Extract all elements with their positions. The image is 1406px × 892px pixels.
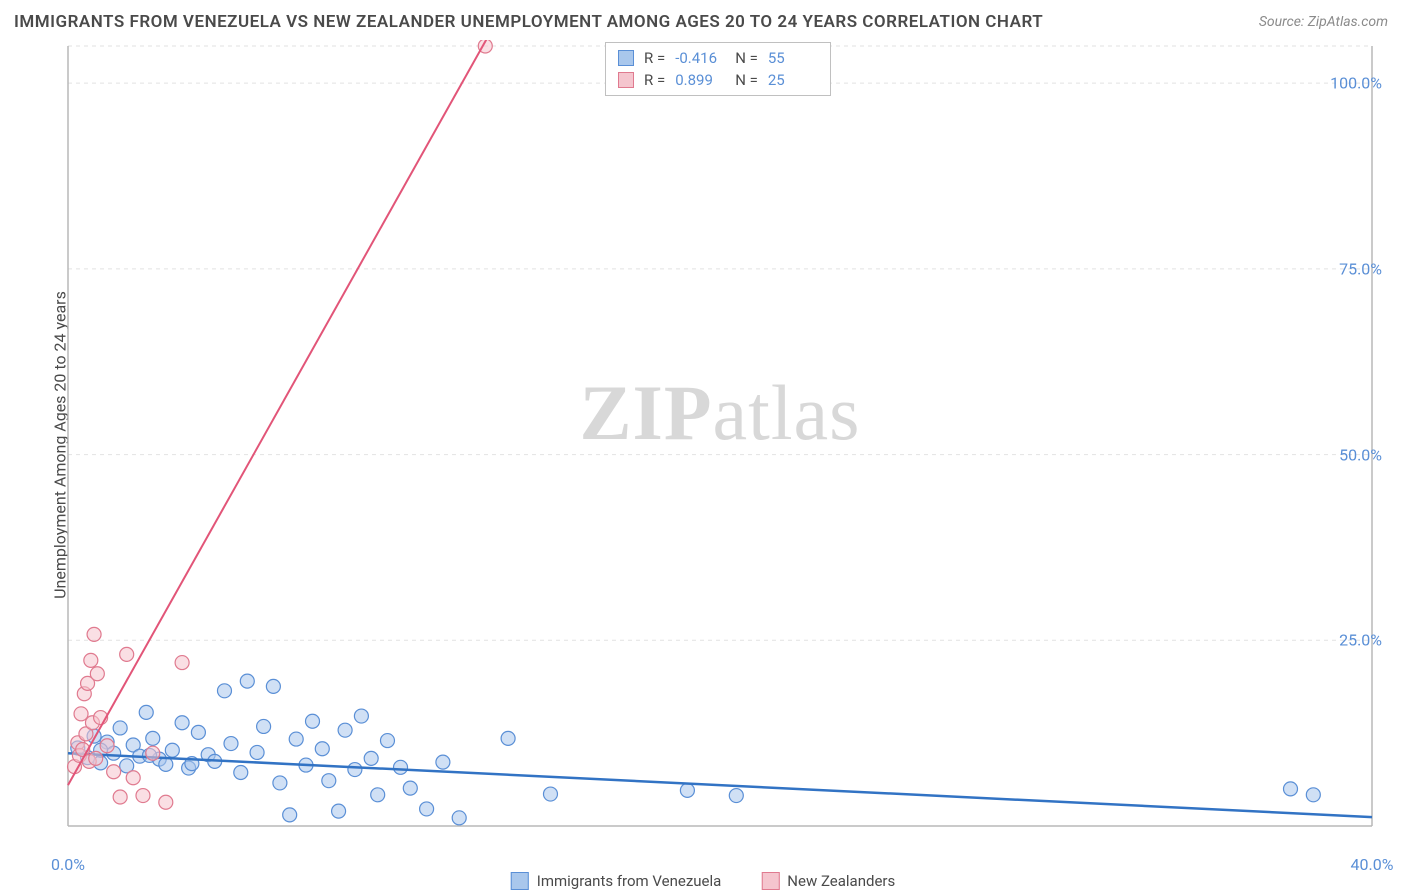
stats-n-value: 25 xyxy=(768,71,818,89)
data-point xyxy=(289,732,303,746)
data-point xyxy=(306,714,320,728)
legend-swatch xyxy=(511,872,529,890)
data-point xyxy=(283,808,297,822)
stats-row: R = 0.899 N = 25 xyxy=(606,69,830,91)
legend-item: New Zealanders xyxy=(761,872,895,890)
data-point xyxy=(234,766,248,780)
data-point xyxy=(394,760,408,774)
data-point xyxy=(165,743,179,757)
stats-n-label: N = xyxy=(735,71,758,89)
x-tick-label: 0.0% xyxy=(51,855,85,874)
data-point xyxy=(87,627,101,641)
data-point xyxy=(191,725,205,739)
data-point xyxy=(217,684,231,698)
legend-label: New Zealanders xyxy=(787,872,895,890)
data-point xyxy=(348,763,362,777)
data-point xyxy=(403,781,417,795)
data-point xyxy=(113,790,127,804)
data-point xyxy=(338,723,352,737)
series-swatch xyxy=(618,72,634,88)
data-point xyxy=(250,745,264,759)
stats-r-value: 0.899 xyxy=(675,71,725,89)
data-point xyxy=(90,667,104,681)
series-swatch xyxy=(618,50,634,66)
data-point xyxy=(139,705,153,719)
data-point xyxy=(501,731,515,745)
data-point xyxy=(380,734,394,748)
data-point xyxy=(332,804,346,818)
y-tick-label: 25.0% xyxy=(1339,631,1382,650)
data-point xyxy=(100,739,114,753)
legend-item: Immigrants from Venezuela xyxy=(511,872,722,890)
data-point xyxy=(436,755,450,769)
data-point xyxy=(452,811,466,825)
data-point xyxy=(354,709,368,723)
data-point xyxy=(84,653,98,667)
data-point xyxy=(89,751,103,765)
chart-title: IMMIGRANTS FROM VENEZUELA VS NEW ZEALAND… xyxy=(14,12,1043,32)
trend-line xyxy=(68,40,524,785)
legend-swatch xyxy=(761,872,779,890)
stats-legend-box: R = -0.416 N = 55 R = 0.899 N = 25 xyxy=(605,42,831,96)
data-point xyxy=(74,707,88,721)
data-point xyxy=(1306,788,1320,802)
data-point xyxy=(273,776,287,790)
data-point xyxy=(107,765,121,779)
data-point xyxy=(322,774,336,788)
x-tick-label: 40.0% xyxy=(1351,855,1394,874)
data-point xyxy=(120,647,134,661)
trend-line xyxy=(68,753,1372,817)
data-point xyxy=(113,721,127,735)
stats-r-label: R = xyxy=(644,71,665,89)
data-point xyxy=(146,746,160,760)
data-point xyxy=(543,787,557,801)
data-point xyxy=(729,789,743,803)
stats-n-value: 55 xyxy=(768,49,818,67)
stats-row: R = -0.416 N = 55 xyxy=(606,47,830,69)
data-point xyxy=(420,802,434,816)
data-point xyxy=(371,788,385,802)
data-point xyxy=(175,716,189,730)
chart-svg xyxy=(50,40,1390,850)
y-tick-label: 75.0% xyxy=(1339,259,1382,278)
legend-label: Immigrants from Venezuela xyxy=(537,872,722,890)
data-point xyxy=(257,719,271,733)
data-point xyxy=(266,679,280,693)
data-point xyxy=(224,737,238,751)
data-point xyxy=(680,783,694,797)
data-point xyxy=(146,731,160,745)
data-point xyxy=(1284,782,1298,796)
stats-r-label: R = xyxy=(644,49,665,67)
data-point xyxy=(175,656,189,670)
source-attribution: Source: ZipAtlas.com xyxy=(1259,14,1388,30)
legend-bottom: Immigrants from Venezuela New Zealanders xyxy=(511,872,895,890)
data-point xyxy=(240,674,254,688)
y-tick-label: 50.0% xyxy=(1339,445,1382,464)
data-point xyxy=(315,742,329,756)
plot-area: Unemployment Among Ages 20 to 24 years Z… xyxy=(50,40,1390,850)
data-point xyxy=(364,751,378,765)
data-point xyxy=(126,771,140,785)
stats-r-value: -0.416 xyxy=(675,49,725,67)
y-tick-label: 100.0% xyxy=(1330,74,1382,93)
data-point xyxy=(159,795,173,809)
data-point xyxy=(136,789,150,803)
stats-n-label: N = xyxy=(735,49,758,67)
